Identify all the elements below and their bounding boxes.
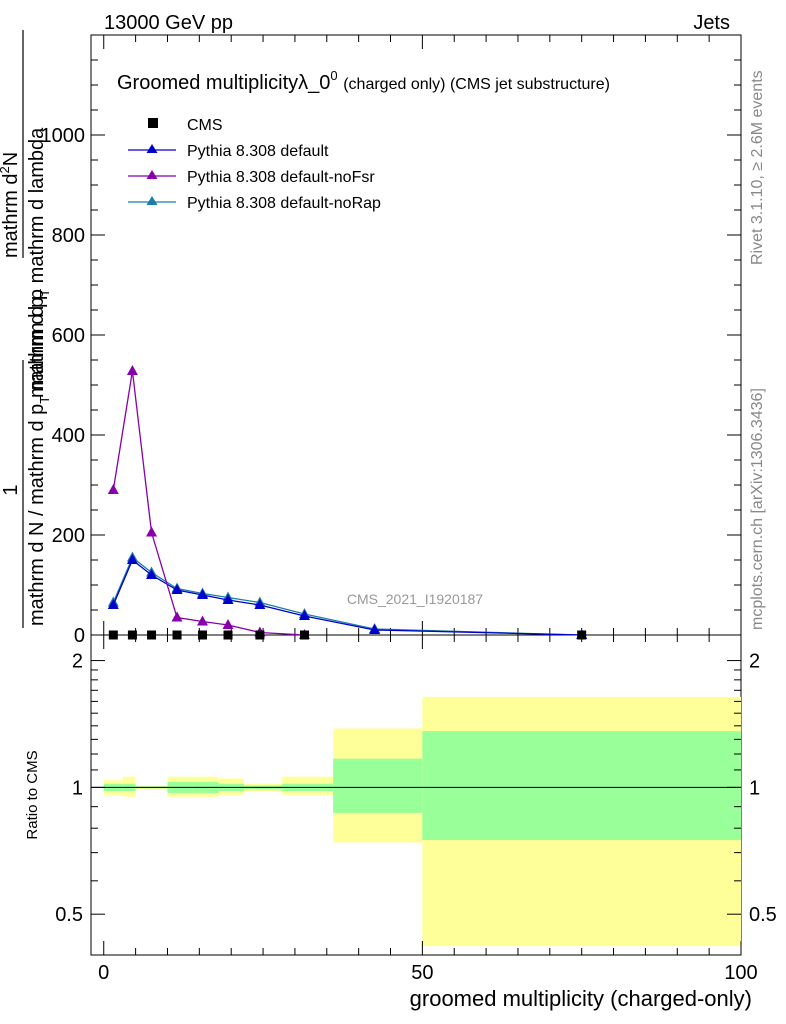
main-y-tick-label: 0: [74, 625, 85, 647]
analysis-watermark: CMS_2021_I1920187: [347, 591, 483, 607]
ratio-y-tick-label: 1: [749, 777, 760, 799]
main-y-tick-label: 1000: [41, 125, 86, 147]
series-line: [112, 556, 582, 636]
ratio-axis-ticks: 0.5 0.5 1 1 2 2: [55, 651, 777, 927]
series-point: [146, 526, 158, 537]
main-axis-ticks: 0 200 400 600 800 1000: [41, 59, 741, 647]
series-point: [171, 611, 183, 622]
ratio-bands: [103, 696, 741, 947]
series-point: [107, 599, 119, 609]
legend-marker-default: [146, 144, 158, 153]
cms-data-point: [255, 630, 265, 640]
main-y-tick-label: 600: [52, 325, 85, 347]
ratio-band-inner: [333, 758, 423, 813]
cms-data-point: [577, 630, 587, 640]
x-tick-label: 50: [411, 962, 433, 984]
series-point: [298, 610, 310, 620]
series-point: [222, 619, 234, 629]
ratio-y-tick-label: 2: [72, 651, 83, 673]
ratio-y-tick-label: 0.5: [55, 904, 83, 926]
main-y-tick-label: 800: [52, 225, 85, 247]
series-point: [197, 615, 209, 626]
mcplots-label: mcplots.cern.ch [arXiv:1306.3436]: [749, 388, 766, 630]
header-category-label: Jets: [693, 12, 730, 34]
main-y-tick-label: 200: [52, 525, 85, 547]
cms-data-point: [108, 630, 118, 640]
series-line: [112, 370, 305, 636]
cms-data-point: [172, 630, 182, 640]
header-collision-label: 13000 GeV pp: [104, 12, 233, 34]
ratio-y-tick-label: 0.5: [749, 904, 777, 926]
series-point: [146, 569, 158, 579]
cms-data-point: [223, 630, 233, 640]
series-point: [107, 484, 119, 494]
x-tick-label: 100: [724, 962, 757, 984]
ylabel-numerator: 1: [0, 484, 22, 495]
series-point: [369, 624, 381, 634]
legend-label-norap: Pythia 8.308 default-noRap: [187, 195, 381, 212]
cms-data-point: [299, 630, 309, 640]
x-tick-label: 0: [98, 962, 109, 984]
series-layer: [107, 365, 588, 640]
x-axis-ticks: 0 50 100: [98, 35, 758, 984]
rivet-version-label: Rivet 3.1.10, ≥ 2.6M events: [749, 70, 766, 265]
main-y-tick-label: 400: [52, 425, 85, 447]
legend-label-nofsr: Pythia 8.308 default-noFsr: [187, 169, 375, 186]
ratio-band-inner: [422, 731, 741, 841]
legend-marker-norap: [146, 196, 158, 205]
plot-title: Groomed multiplicityλ_00 (charged only) …: [117, 68, 610, 94]
legend: CMS Pythia 8.308 default Pythia 8.308 de…: [128, 117, 381, 212]
series-point: [171, 584, 183, 594]
legend-label-default: Pythia 8.308 default: [187, 143, 329, 160]
legend-marker-cms: [148, 118, 158, 128]
ratio-y-tick-label: 2: [749, 651, 760, 673]
ylabel-big-numerator: mathrm d2N: [0, 152, 22, 258]
legend-label-cms: CMS: [187, 117, 223, 134]
series-point: [126, 365, 138, 375]
ratio-y-axis-label: Ratio to CMS: [24, 750, 41, 839]
cms-data-point: [147, 630, 157, 640]
x-axis-label: groomed multiplicity (charged-only): [410, 986, 752, 1011]
cms-data-point: [127, 630, 137, 640]
series-point: [126, 554, 138, 564]
legend-marker-nofsr: [146, 170, 158, 179]
ylabel-denominator: mathrm d N / mathrm d pT mathrm d p: [26, 289, 52, 626]
series-point: [254, 599, 266, 609]
ylabel-big-denominator: mathrm d pT mathrm d lambda: [26, 127, 52, 398]
series-line: [112, 558, 582, 636]
ratio-y-tick-label: 1: [72, 777, 83, 799]
series-point: [197, 589, 209, 599]
series-point: [222, 594, 234, 604]
cms-data-point: [198, 630, 208, 640]
main-y-axis-label: 1 mathrm d N / mathrm d pT mathrm d p ma…: [0, 30, 52, 628]
